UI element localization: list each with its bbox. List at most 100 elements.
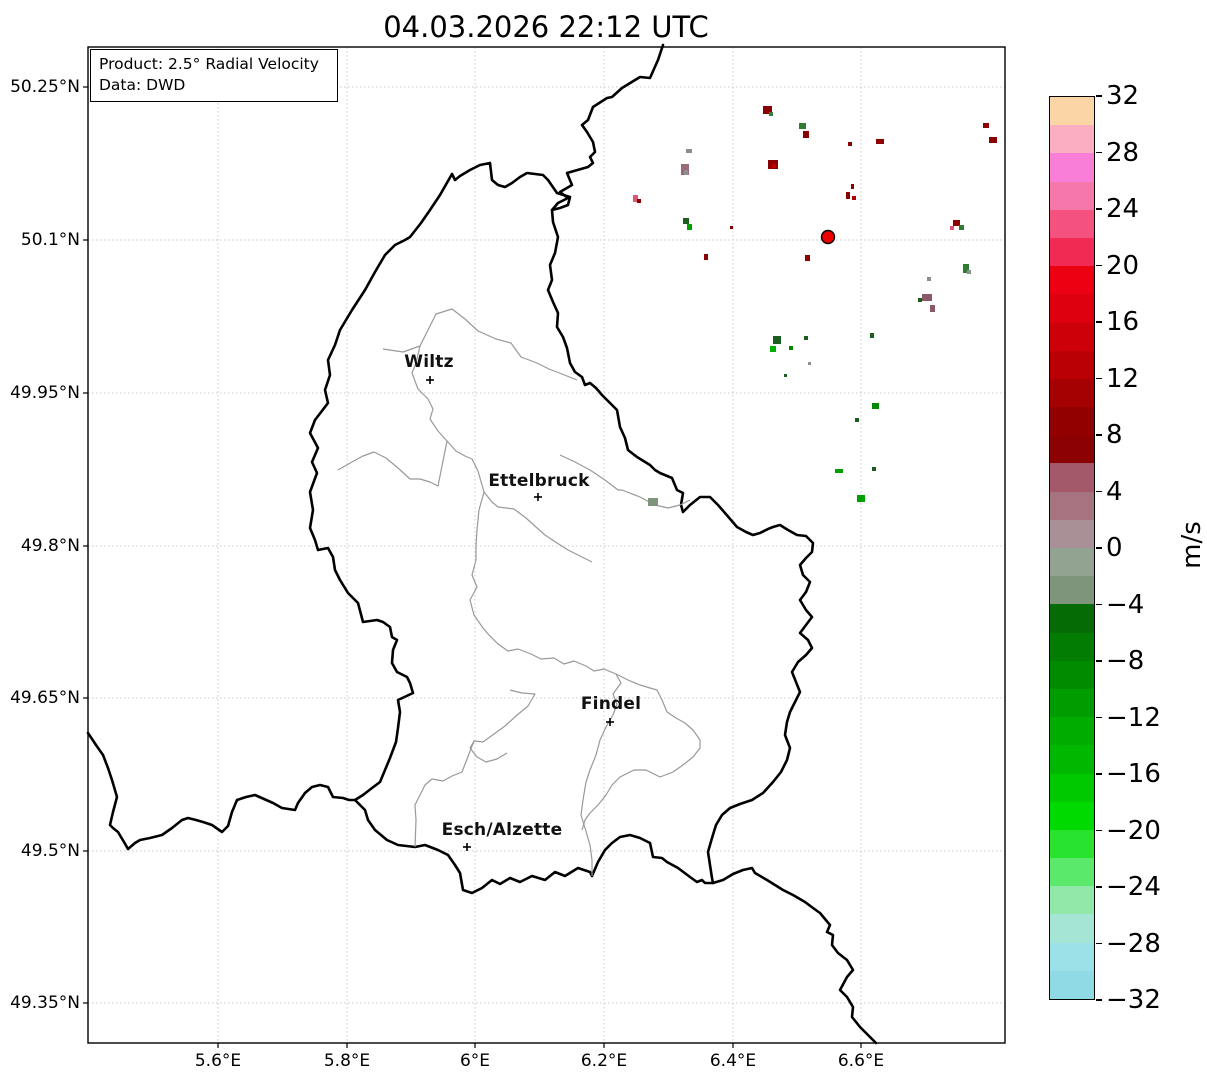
colorbar-segment — [1050, 914, 1094, 943]
echo-pixel — [848, 142, 852, 146]
echo-pixel — [922, 294, 932, 301]
colorbar-tick-mark — [1096, 151, 1102, 154]
x-tick-label: 6.6°E — [837, 1051, 885, 1071]
colorbar-segment — [1050, 266, 1094, 295]
colorbar-tick-label: 16 — [1106, 307, 1140, 337]
colorbar-segment — [1050, 237, 1094, 267]
colorbar-segment — [1050, 491, 1094, 520]
city-label: Wiltz — [404, 352, 454, 372]
colorbar-tick-mark — [1096, 490, 1102, 493]
x-tick-label: 6.4°E — [709, 1051, 757, 1071]
y-tick-label: 49.5°N — [20, 841, 80, 861]
echo-pixel — [763, 106, 772, 114]
echo-pixel — [803, 131, 809, 138]
axis-tick-marks — [83, 86, 862, 1048]
canton-borders — [337, 308, 701, 876]
echo-pixel — [857, 495, 865, 502]
colorbar-segment — [1050, 970, 1094, 999]
colorbar-tick-mark — [1096, 716, 1102, 719]
radar-echoes — [633, 106, 997, 506]
colorbar-tick-label: 8 — [1106, 420, 1123, 450]
echo-pixel — [770, 346, 776, 352]
echo-pixel — [852, 196, 856, 200]
echo-pixel — [846, 192, 850, 199]
colorbar-tick-label: 12 — [1106, 363, 1140, 394]
colorbar-segment — [1050, 407, 1094, 436]
colorbar-tick-label: −28 — [1106, 928, 1161, 959]
echo-pixel — [684, 170, 688, 175]
echo-pixel — [648, 498, 658, 506]
colorbar-segment — [1050, 858, 1094, 887]
colorbar-segment — [1050, 604, 1094, 633]
echo-pixel — [930, 305, 935, 312]
echo-pixel — [959, 225, 964, 230]
colorbar-tick-mark — [1096, 603, 1102, 606]
colorbar-tick-mark — [1096, 434, 1102, 436]
colorbar-tick-mark — [1096, 886, 1102, 888]
colorbar-tick-mark — [1096, 321, 1102, 323]
city-marker — [426, 376, 434, 384]
colorbar-tick-label: 0 — [1106, 533, 1123, 563]
echo-pixel — [637, 199, 641, 203]
colorbar-segment — [1050, 773, 1094, 802]
colorbar-tick-mark — [1096, 829, 1102, 832]
echo-pixel — [851, 184, 854, 189]
colorbar-tick-mark — [1096, 208, 1102, 210]
colorbar-tick-label: −4 — [1106, 589, 1145, 620]
data-source-line: Data: DWD — [99, 76, 186, 94]
radar-site-layer — [426, 229, 836, 851]
colorbar-tick-mark — [1096, 773, 1102, 775]
colorbar-tick-label: 24 — [1106, 194, 1140, 224]
colorbar-segment — [1050, 181, 1094, 210]
colorbar-tick-label: −8 — [1106, 646, 1145, 676]
colorbar-tick-label: 4 — [1106, 476, 1123, 507]
echo-pixel — [769, 112, 773, 116]
city-label: Esch/Alzette — [441, 820, 563, 840]
colorbar-tick-label: −24 — [1106, 872, 1161, 902]
graticule-gridlines — [88, 47, 1005, 1043]
echo-pixel — [872, 403, 879, 409]
colorbar-segment — [1050, 519, 1094, 548]
y-tick-label: 49.65°N — [10, 688, 80, 708]
city-marker — [606, 718, 614, 726]
colorbar-tick-mark — [1096, 660, 1102, 662]
city-marker — [463, 843, 471, 851]
colorbar-tick-mark — [1096, 377, 1102, 380]
colorbar-segment — [1050, 463, 1094, 492]
y-tick-label: 50.25°N — [10, 77, 80, 97]
colorbar-tick-label: −16 — [1106, 759, 1161, 789]
echo-pixel — [989, 137, 997, 143]
colorbar-segment — [1050, 688, 1094, 718]
colorbar-segment — [1050, 209, 1094, 238]
echo-pixel — [876, 139, 884, 144]
echo-pixel — [927, 277, 931, 281]
echo-pixel — [799, 123, 806, 129]
y-tick-label: 50.1°N — [20, 230, 80, 250]
colorbar-tick-mark — [1096, 547, 1102, 549]
echo-pixel — [633, 195, 638, 202]
x-tick-label: 6°E — [459, 1051, 491, 1071]
city-label: Ettelbruck — [488, 471, 590, 491]
colorbar-tick-label: −20 — [1106, 815, 1161, 846]
colorbar — [1049, 96, 1095, 1000]
echo-pixel — [967, 270, 971, 274]
echo-pixel — [805, 255, 810, 261]
colorbar-tick-label: 32 — [1106, 81, 1140, 111]
colorbar-segment — [1050, 576, 1094, 605]
y-tick-label: 49.95°N — [10, 383, 80, 403]
echo-pixel — [953, 220, 960, 226]
colorbar-tick-label: 28 — [1106, 137, 1140, 168]
echo-pixel — [681, 164, 689, 175]
colorbar-segment — [1050, 942, 1094, 971]
echo-pixel — [773, 336, 781, 344]
echo-pixel — [686, 149, 692, 153]
echo-pixel — [683, 218, 689, 224]
x-tick-label: 5.8°E — [323, 1051, 371, 1071]
echo-pixel — [870, 333, 874, 338]
colorbar-tick-mark — [1096, 264, 1102, 267]
echo-pixel — [835, 469, 843, 473]
colorbar-tick-mark — [1096, 999, 1102, 1001]
echo-pixel — [918, 298, 922, 302]
colorbar-tick-label: −12 — [1106, 702, 1161, 733]
